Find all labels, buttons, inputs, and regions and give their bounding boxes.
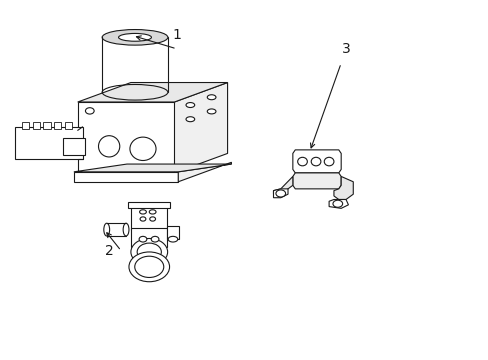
Ellipse shape [131,238,167,265]
Ellipse shape [118,33,151,41]
Ellipse shape [140,217,145,221]
Ellipse shape [185,117,194,122]
Ellipse shape [207,95,216,100]
Ellipse shape [168,237,178,242]
Polygon shape [328,199,348,208]
Polygon shape [273,176,292,194]
Ellipse shape [139,210,146,214]
Polygon shape [78,82,227,102]
Ellipse shape [207,109,216,114]
Polygon shape [174,82,227,173]
Bar [63,138,85,155]
Bar [131,228,167,247]
Ellipse shape [85,108,94,114]
Polygon shape [74,164,231,172]
Text: 1: 1 [172,28,181,42]
Ellipse shape [139,237,146,242]
Bar [131,207,167,230]
Bar [64,122,72,129]
Bar [33,122,40,129]
Ellipse shape [102,30,167,45]
Polygon shape [292,150,341,173]
Bar [74,172,178,182]
Ellipse shape [103,223,109,236]
Ellipse shape [98,136,120,157]
Bar [15,127,82,159]
Text: 2: 2 [104,244,113,258]
Ellipse shape [185,103,194,108]
Bar [43,122,51,129]
Polygon shape [333,176,352,199]
Ellipse shape [149,210,156,214]
Ellipse shape [310,157,320,166]
Bar [22,122,29,129]
Ellipse shape [275,190,285,197]
Ellipse shape [297,157,307,166]
Ellipse shape [130,137,156,161]
Bar [128,202,169,208]
Text: 3: 3 [341,42,350,56]
Ellipse shape [135,256,163,278]
Ellipse shape [137,243,161,261]
Bar [167,226,179,239]
Polygon shape [273,189,287,198]
Polygon shape [292,173,341,189]
Ellipse shape [149,217,155,221]
Ellipse shape [129,252,169,282]
Bar [78,102,174,173]
Bar [54,122,61,129]
Ellipse shape [332,200,342,207]
Ellipse shape [151,237,159,242]
Ellipse shape [324,157,333,166]
Polygon shape [178,162,231,182]
